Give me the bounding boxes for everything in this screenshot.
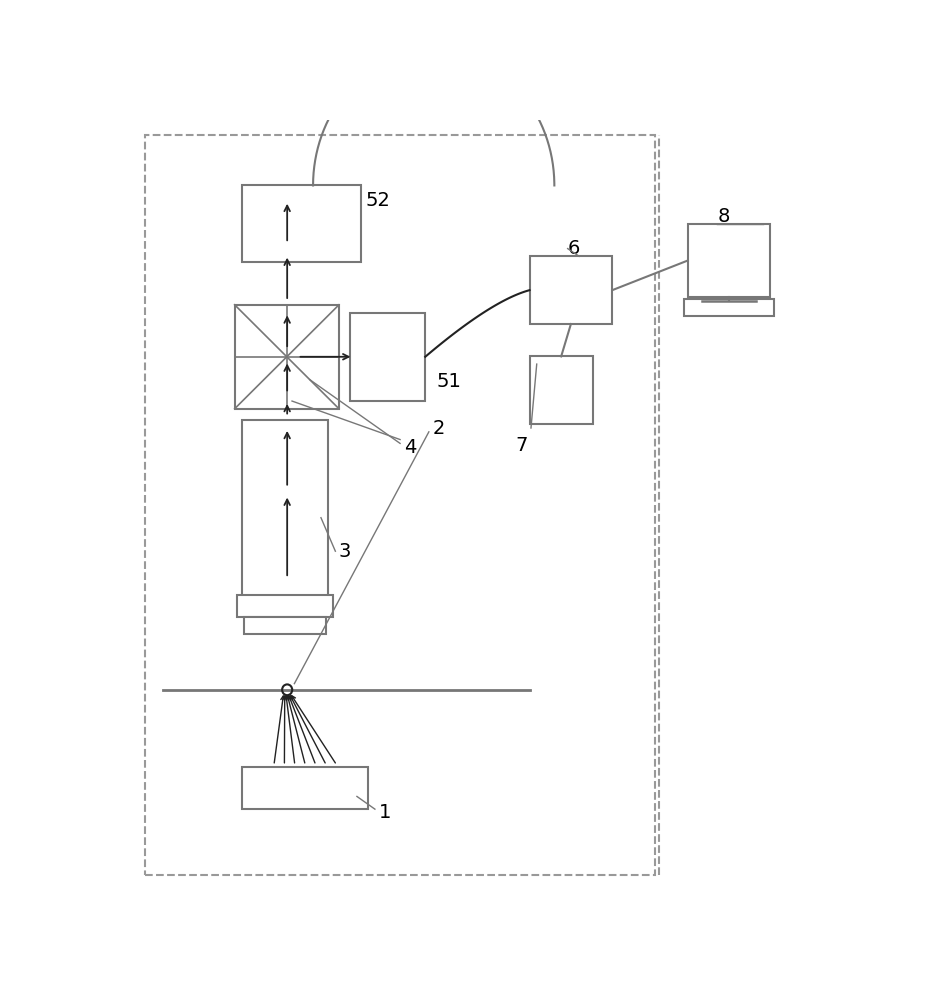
Text: 8: 8 bbox=[717, 207, 730, 226]
Bar bbox=[145, 135, 654, 875]
Bar bbox=[235, 305, 338, 409]
Text: 6: 6 bbox=[567, 239, 579, 258]
Bar bbox=[242, 767, 367, 809]
Bar bbox=[687, 224, 769, 297]
Bar bbox=[244, 617, 325, 634]
Text: 52: 52 bbox=[365, 191, 390, 210]
Bar bbox=[242, 420, 328, 597]
Bar bbox=[683, 299, 773, 316]
Bar bbox=[236, 595, 333, 617]
Text: 51: 51 bbox=[437, 372, 461, 391]
Bar bbox=[349, 313, 425, 401]
Text: 7: 7 bbox=[514, 436, 527, 455]
Bar bbox=[529, 256, 612, 324]
Bar bbox=[242, 185, 360, 262]
Text: 1: 1 bbox=[378, 804, 390, 822]
Text: 3: 3 bbox=[338, 542, 351, 561]
Bar bbox=[529, 356, 592, 424]
Text: 4: 4 bbox=[403, 438, 415, 457]
Text: 2: 2 bbox=[432, 418, 444, 438]
